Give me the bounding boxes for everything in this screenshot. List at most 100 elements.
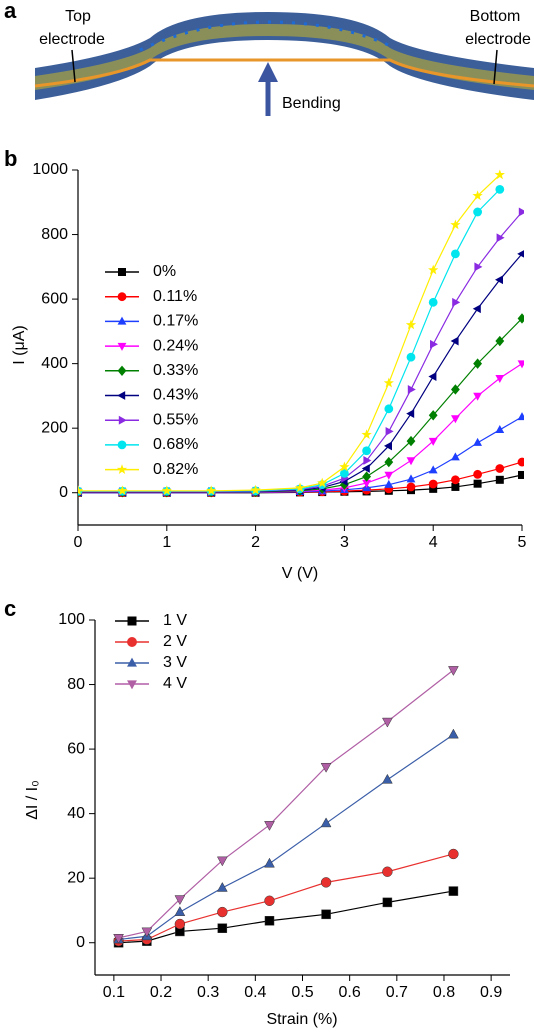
marker bbox=[406, 435, 416, 447]
marker bbox=[78, 485, 84, 496]
marker bbox=[448, 848, 459, 860]
active-layer bbox=[35, 24, 534, 90]
legend-label: 0.68% bbox=[153, 436, 198, 453]
electrode-strip bbox=[34, 58, 534, 88]
x-tick-label: 0.4 bbox=[244, 984, 266, 1001]
y-tick-label: 0 bbox=[76, 934, 85, 951]
marker bbox=[321, 909, 331, 920]
marker bbox=[517, 360, 524, 369]
marker bbox=[320, 762, 332, 773]
legend-label: 0.11% bbox=[153, 288, 197, 305]
marker bbox=[428, 479, 438, 489]
marker bbox=[518, 470, 524, 479]
marker bbox=[406, 474, 416, 483]
label: Top bbox=[65, 8, 91, 25]
series-line bbox=[78, 174, 501, 492]
marker bbox=[405, 319, 417, 330]
y-axis-label: ΔI / I₀ bbox=[24, 780, 41, 820]
panel-label: a bbox=[4, 0, 17, 23]
device-illustration: Top electrode Bottom electrode Bending bbox=[34, 8, 534, 116]
legend-marker bbox=[127, 680, 137, 690]
marker bbox=[385, 427, 394, 436]
marker bbox=[473, 392, 482, 401]
marker bbox=[264, 895, 275, 906]
marker bbox=[494, 169, 505, 180]
marker bbox=[161, 485, 172, 496]
x-tick-label: 0.7 bbox=[386, 984, 408, 1001]
marker bbox=[517, 412, 524, 421]
marker bbox=[217, 906, 228, 918]
label: electrode bbox=[39, 31, 105, 48]
marker bbox=[363, 456, 372, 465]
label: Bending bbox=[282, 95, 341, 112]
y-tick-label: 80 bbox=[67, 676, 85, 693]
pointer bbox=[493, 49, 498, 85]
series-line bbox=[118, 890, 454, 944]
marker bbox=[174, 895, 186, 906]
x-tick-label: 3 bbox=[340, 534, 349, 551]
marker bbox=[362, 479, 371, 488]
marker bbox=[428, 437, 438, 446]
marker bbox=[362, 471, 371, 482]
y-tick-label: 0 bbox=[59, 484, 68, 501]
series-line bbox=[78, 188, 501, 492]
marker bbox=[406, 457, 416, 466]
legend-marker bbox=[118, 268, 126, 276]
marker bbox=[320, 877, 332, 888]
marker bbox=[217, 923, 228, 933]
y-tick-label: 100 bbox=[58, 611, 85, 628]
marker bbox=[216, 881, 228, 892]
marker bbox=[495, 475, 504, 484]
legend-marker bbox=[117, 440, 127, 450]
marker bbox=[495, 335, 505, 347]
marker bbox=[382, 717, 393, 728]
marker bbox=[141, 927, 153, 938]
x-tick-label: 0 bbox=[74, 534, 83, 551]
marker bbox=[339, 461, 350, 472]
y-tick-label: 60 bbox=[67, 740, 85, 757]
legend-marker bbox=[127, 616, 137, 626]
marker bbox=[264, 916, 275, 926]
marker bbox=[473, 469, 482, 479]
marker bbox=[117, 485, 128, 496]
marker bbox=[496, 233, 505, 243]
marker bbox=[382, 897, 393, 908]
marker bbox=[406, 352, 416, 362]
marker bbox=[206, 485, 217, 496]
legend-marker bbox=[117, 365, 127, 376]
y-tick-label: 200 bbox=[41, 419, 68, 436]
legend-marker bbox=[117, 292, 127, 302]
marker bbox=[430, 339, 438, 349]
marker bbox=[428, 410, 438, 421]
legend-marker bbox=[116, 464, 128, 474]
legend-marker bbox=[117, 316, 127, 325]
legend-marker bbox=[127, 637, 137, 647]
x-tick-label: 2 bbox=[251, 534, 260, 551]
legend-marker bbox=[117, 391, 126, 400]
marker bbox=[264, 857, 275, 868]
x-tick-label: 0.9 bbox=[480, 984, 502, 1001]
legend-marker bbox=[118, 415, 127, 425]
x-tick-label: 4 bbox=[429, 534, 438, 551]
legend-label: 1 V bbox=[163, 612, 187, 629]
marker bbox=[448, 728, 459, 739]
marker bbox=[384, 441, 392, 451]
marker bbox=[361, 429, 372, 440]
x-tick-label: 0.6 bbox=[339, 984, 361, 1001]
marker bbox=[428, 465, 438, 474]
legend-label: 0.55% bbox=[153, 411, 198, 428]
marker bbox=[174, 906, 186, 916]
marker bbox=[452, 297, 461, 307]
marker bbox=[518, 207, 524, 217]
marker bbox=[384, 456, 394, 468]
legend-label: 2 V bbox=[163, 633, 187, 650]
pointer bbox=[71, 49, 76, 83]
marker bbox=[474, 262, 483, 272]
marker bbox=[517, 250, 524, 258]
plot-area bbox=[113, 666, 459, 948]
marker bbox=[451, 384, 460, 395]
marker bbox=[473, 358, 482, 369]
marker bbox=[448, 666, 459, 676]
marker bbox=[495, 184, 505, 194]
marker bbox=[383, 377, 394, 388]
